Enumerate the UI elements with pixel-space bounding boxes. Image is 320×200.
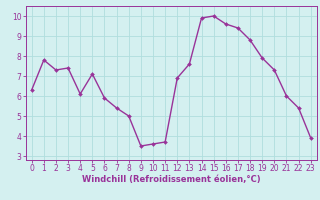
- X-axis label: Windchill (Refroidissement éolien,°C): Windchill (Refroidissement éolien,°C): [82, 175, 260, 184]
